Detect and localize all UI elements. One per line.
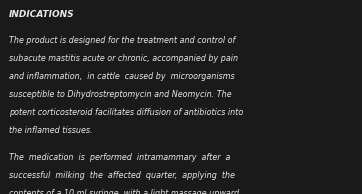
Text: successful  milking  the  affected  quarter,  applying  the: successful milking the affected quarter,…	[9, 171, 235, 180]
Text: the inflamed tissues.: the inflamed tissues.	[9, 126, 93, 135]
Text: The  medication  is  performed  intramammary  after  a: The medication is performed intramammary…	[9, 153, 231, 162]
Text: subacute mastitis acute or chronic, accompanied by pain: subacute mastitis acute or chronic, acco…	[9, 54, 238, 63]
Text: potent corticosteroid facilitates diffusion of antibiotics into: potent corticosteroid facilitates diffus…	[9, 108, 243, 117]
Text: susceptible to Dihydrostreptomycin and Neomycin. The: susceptible to Dihydrostreptomycin and N…	[9, 90, 232, 99]
Text: The product is designed for the treatment and control of: The product is designed for the treatmen…	[9, 36, 235, 45]
Text: and inflammation,  in cattle  caused by  microorganisms: and inflammation, in cattle caused by mi…	[9, 72, 235, 81]
Text: INDICATIONS: INDICATIONS	[9, 10, 75, 19]
Text: contents of a 10 ml syringe, with a light massage upward.: contents of a 10 ml syringe, with a ligh…	[9, 189, 242, 194]
